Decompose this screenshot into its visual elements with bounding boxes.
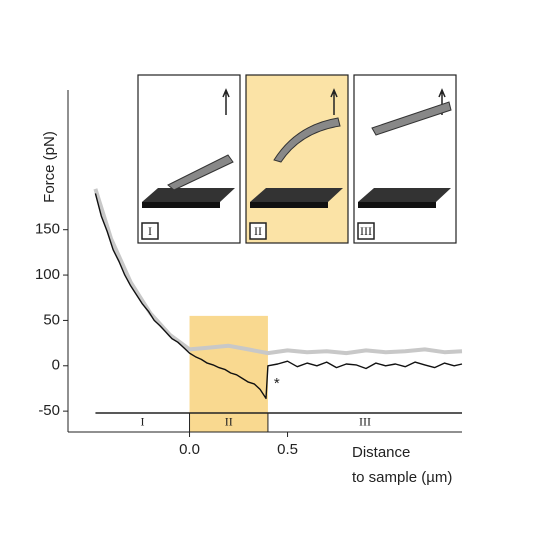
arrow xyxy=(222,88,230,115)
inset-panel: II xyxy=(245,74,349,244)
panel-frame xyxy=(245,74,349,244)
x-axis-label: Distance xyxy=(352,444,410,461)
panel-label: II xyxy=(254,224,262,238)
sample-side xyxy=(250,202,328,208)
y-tick-label: 0 xyxy=(52,357,60,374)
sample-stage xyxy=(358,188,451,202)
annotation: * xyxy=(274,375,280,392)
x-tick-label: 0.5 xyxy=(277,441,298,458)
data-line xyxy=(94,193,463,400)
panel-label-box xyxy=(141,222,159,240)
region-label: II xyxy=(225,415,233,429)
x-tick-label: 0.0 xyxy=(179,441,200,458)
cantilever xyxy=(167,154,234,191)
panel-label: I xyxy=(148,224,152,238)
y-tick-label: 100 xyxy=(35,266,60,283)
y-tick-label: 50 xyxy=(43,311,60,328)
panel-label-box xyxy=(357,222,375,240)
cantilever xyxy=(371,101,452,136)
y-tick-label: -50 xyxy=(38,402,60,419)
y-axis-label: Force (pN) xyxy=(41,131,58,203)
inset-panel: I xyxy=(137,74,241,244)
inset-panel: III xyxy=(353,74,457,244)
panel-label: III xyxy=(360,224,372,238)
sample-side xyxy=(358,202,436,208)
region-label: III xyxy=(359,415,371,429)
panel-label-box xyxy=(249,222,267,240)
cantilever xyxy=(273,117,341,163)
arrow xyxy=(330,88,338,115)
inset-panels: I II III xyxy=(137,74,457,244)
sample-stage xyxy=(250,188,343,202)
panel-frame xyxy=(353,74,457,244)
y-tick-label: 150 xyxy=(35,221,60,238)
sample-side xyxy=(142,202,220,208)
data-line xyxy=(93,188,463,356)
sample-stage xyxy=(142,188,235,202)
x-axis-label: to sample (µm) xyxy=(352,469,452,486)
region-label: I xyxy=(140,415,144,429)
